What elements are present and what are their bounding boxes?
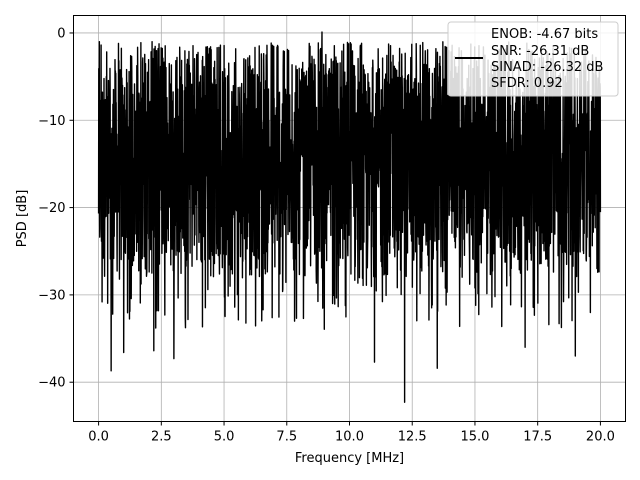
x-tick-label: 10.0 [335,430,364,445]
legend-entry-sfdr: SFDR: 0.92 [491,76,563,91]
x-axis: 0.0 2.5 5.0 7.5 10.0 12.5 15.0 17.5 20.0 [88,421,615,445]
y-axis-label: PSD [dB] [15,190,30,248]
y-tick-label: −30 [38,288,65,303]
x-tick-label: 20.0 [586,430,615,445]
legend-entry-sinad: SINAD: -26.32 dB [491,60,603,75]
x-tick-label: 7.5 [276,430,297,445]
y-axis: 0 −10 −20 −30 −40 [38,26,74,391]
y-tick-label: −20 [38,201,65,216]
x-tick-label: 12.5 [398,430,427,445]
legend-entry-snr: SNR: -26.31 dB [491,44,589,59]
x-tick-label: 15.0 [460,430,489,445]
x-tick-label: 2.5 [151,430,172,445]
legend: ENOB: -4.67 bits SNR: -26.31 dB SINAD: -… [447,21,619,97]
y-tick-label: 0 [57,26,65,41]
x-axis-label: Frequency [MHz] [295,451,404,466]
x-tick-label: 17.5 [523,430,552,445]
legend-entry-enob: ENOB: -4.67 bits [491,27,598,42]
y-tick-label: −10 [38,114,65,129]
psd-line [97,31,602,403]
y-tick-label: −40 [38,376,65,391]
x-tick-label: 0.0 [88,430,109,445]
legend-box [447,21,619,97]
series-psd [97,31,602,403]
x-tick-label: 5.0 [214,430,235,445]
